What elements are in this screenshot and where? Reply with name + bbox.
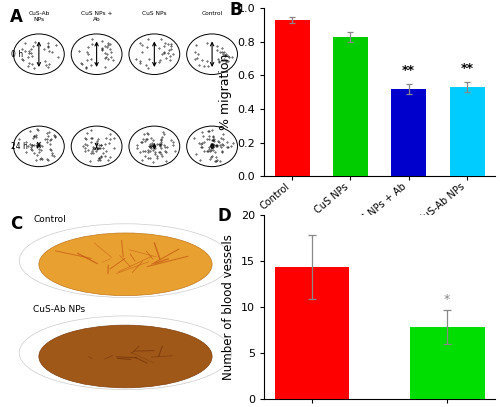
Text: Control: Control (33, 215, 66, 224)
Bar (391, 89, 426, 176)
Ellipse shape (39, 325, 212, 388)
Y-axis label: Number of blood vessels: Number of blood vessels (222, 234, 235, 380)
Ellipse shape (186, 34, 238, 74)
Text: CuS-Ab
NPs: CuS-Ab NPs (28, 11, 50, 22)
Ellipse shape (39, 233, 212, 295)
Ellipse shape (186, 126, 238, 166)
Text: CuS-Ab NPs: CuS-Ab NPs (33, 305, 85, 314)
Ellipse shape (14, 126, 64, 166)
Bar (450, 87, 484, 176)
Text: **: ** (402, 64, 415, 77)
Text: *: * (444, 293, 450, 306)
Text: B: B (230, 1, 242, 20)
Ellipse shape (129, 126, 180, 166)
Bar (274, 267, 349, 399)
Ellipse shape (14, 34, 64, 74)
Text: Control: Control (202, 11, 222, 16)
Text: C: C (10, 214, 22, 232)
Text: CuS NPs +
Ab: CuS NPs + Ab (81, 11, 112, 22)
Y-axis label: % migration: % migration (218, 54, 232, 130)
Bar (333, 37, 368, 176)
Text: A: A (10, 8, 23, 26)
Bar (410, 327, 484, 399)
Text: D: D (218, 207, 232, 225)
Text: 24 h: 24 h (11, 142, 28, 151)
Bar (274, 20, 310, 176)
Text: CuS NPs: CuS NPs (142, 11, 167, 16)
Text: **: ** (460, 62, 473, 75)
Ellipse shape (71, 34, 122, 74)
Ellipse shape (19, 316, 232, 389)
Ellipse shape (71, 126, 122, 166)
Text: 0 h: 0 h (11, 50, 24, 59)
Ellipse shape (19, 224, 232, 298)
Ellipse shape (129, 34, 180, 74)
